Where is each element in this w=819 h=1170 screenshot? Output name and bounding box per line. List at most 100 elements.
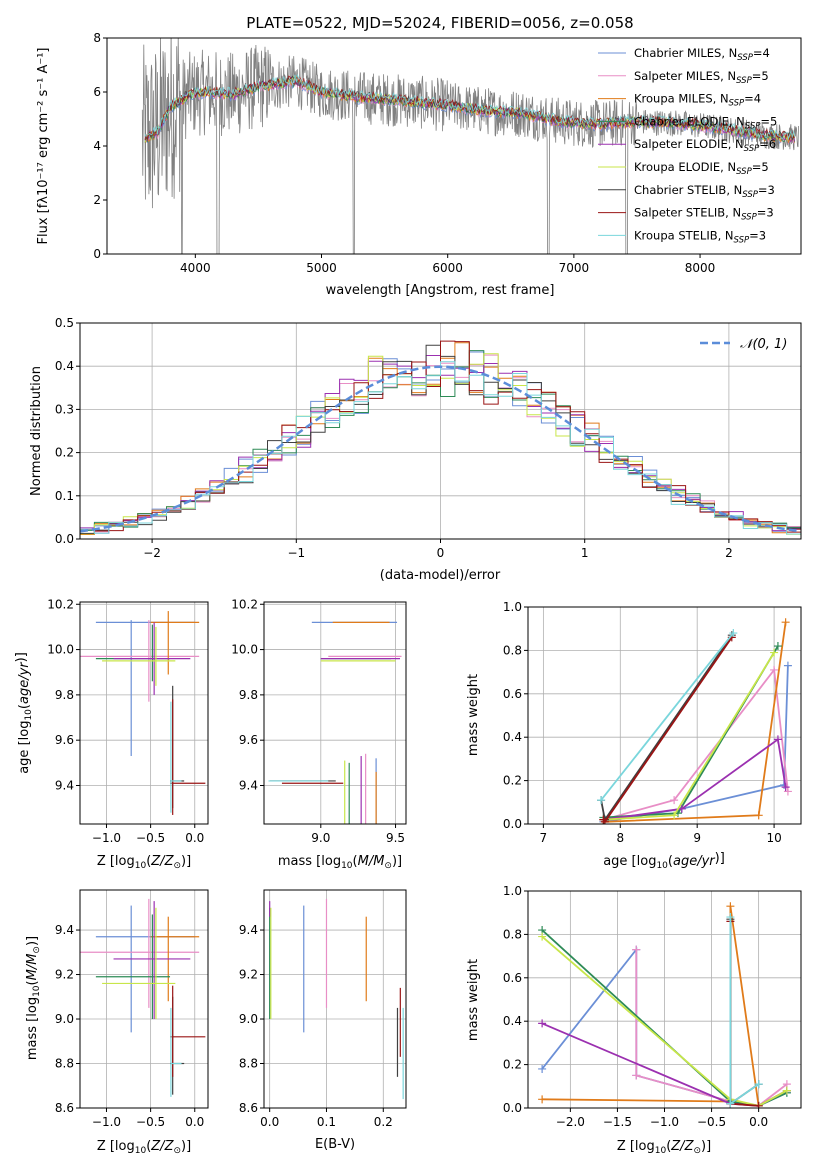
x-tick-label: 4000 xyxy=(180,261,211,275)
x-tick-label: −1.0 xyxy=(650,1115,679,1129)
series-marker xyxy=(782,1086,791,1095)
histogram-step xyxy=(80,361,801,535)
series-marker xyxy=(770,665,779,674)
y-axis-label-part: 10 xyxy=(24,709,34,721)
legend-label-sub: SSP xyxy=(736,167,752,177)
legend-label-tail: =5 xyxy=(760,114,777,128)
series-marker xyxy=(538,1019,547,1028)
x-axis-label-part: ⊙ xyxy=(173,1146,181,1156)
legend-label: Chabrier MILES, NSSP=4 xyxy=(634,46,770,63)
legend-label-tail: =4 xyxy=(753,46,770,60)
y-tick-label: 10.2 xyxy=(47,597,74,611)
y-tick-label: 9.2 xyxy=(239,968,258,982)
x-tick-label: 8000 xyxy=(685,261,716,275)
x-tick-label: −1.0 xyxy=(92,831,121,845)
x-tick-label: 8 xyxy=(616,831,624,845)
panel-age_vs_Z: −1.0 −0.5 0.09.49.69.810.010.2Z [log10(Z/Z… xyxy=(14,597,209,871)
y-tick-label: 9.8 xyxy=(239,688,258,702)
y-tick-label: 0.8 xyxy=(503,927,522,941)
x-axis-label-part: ( xyxy=(668,854,673,869)
legend-label: Chabrier ELODIE, NSSP=5 xyxy=(634,114,777,131)
x-tick-label: 9 xyxy=(693,831,701,845)
y-tick-label: 8.6 xyxy=(239,1101,258,1115)
y-tick-label: 9.4 xyxy=(239,923,258,937)
legend-label-main: Salpeter MILES, N xyxy=(634,69,736,83)
series-marker xyxy=(597,796,606,805)
series-line xyxy=(541,929,788,1107)
legend-label-tail: =4 xyxy=(744,92,761,106)
plot-area xyxy=(80,340,801,535)
legend-label-sub: SSP xyxy=(734,235,750,245)
y-tick-label: 0 xyxy=(93,247,101,261)
x-axis-label: E(B-V) xyxy=(315,1137,355,1152)
model-spectrum xyxy=(144,77,796,143)
series-marker xyxy=(729,629,738,638)
y-tick-label: 10.2 xyxy=(231,597,258,611)
legend-label-main: Kroupa ELODIE, N xyxy=(634,160,736,174)
axes-frame xyxy=(263,601,407,825)
x-axis-label-part: )] xyxy=(701,1139,711,1154)
series-marker xyxy=(538,1095,547,1104)
x-axis-label-part: M/M xyxy=(358,854,385,869)
y-tick-label: 9.4 xyxy=(55,778,74,792)
series-marker xyxy=(754,1080,763,1089)
y-tick-label: 0.2 xyxy=(55,446,74,460)
x-tick-label: 0.1 xyxy=(317,1115,336,1129)
legend-label-sub: SSP xyxy=(729,99,745,109)
y-tick-label: 8.8 xyxy=(239,1057,258,1071)
y-tick-label: 6 xyxy=(93,85,101,99)
model-spectrum xyxy=(144,73,796,140)
x-axis-label-part: age/yr xyxy=(673,854,716,869)
x-axis-label: mass [log10(M/M⊙)] xyxy=(278,854,402,871)
series-marker xyxy=(783,661,792,670)
series-marker xyxy=(726,902,735,911)
series-marker xyxy=(726,1099,735,1108)
y-tick-label: 0.6 xyxy=(503,971,522,985)
series-marker xyxy=(770,648,779,657)
x-axis-label-part: Z [log xyxy=(97,1139,135,1154)
legend-label-tail: =3 xyxy=(757,206,774,220)
x-tick-label: 0.0 xyxy=(185,1115,204,1129)
y-tick-label: 4 xyxy=(93,139,101,153)
x-axis-label: Z [log10(Z/Z⊙)] xyxy=(97,854,191,871)
x-axis-label: wavelength [Angstrom, rest frame] xyxy=(326,283,555,298)
y-tick-label: 9.4 xyxy=(239,778,258,792)
x-tick-label: 10 xyxy=(766,831,781,845)
panel-spectrum: 4000 5000 6000 7000 8000 0 2 4 6 8 Chabrier MILES,… xyxy=(36,31,802,298)
legend-label-sub: SSP xyxy=(736,76,752,86)
x-tick-label: 0.2 xyxy=(374,1115,393,1129)
axes-frame xyxy=(79,889,209,1109)
x-axis-label-part: ( xyxy=(146,854,151,869)
panel-mass_vs_ebv: 0.0 0.1 0.2 8.6 8.8 9.0 9.2 9.4 E(B-V) xyxy=(239,889,407,1152)
axes-frame xyxy=(79,601,209,825)
x-tick-label: 0 xyxy=(437,546,445,560)
legend-label-sub: SSP xyxy=(744,144,760,154)
legend-label: Salpeter MILES, NSSP=5 xyxy=(634,69,769,86)
x-tick-label: 0.0 xyxy=(185,831,204,845)
y-tick-label: 10.0 xyxy=(231,643,258,657)
legend-label-main: Kroupa MILES, N xyxy=(634,92,729,106)
series-line xyxy=(600,632,735,801)
legend-label: Kroupa STELIB, NSSP=3 xyxy=(634,228,766,245)
panel-weight_vs_Z: −2.0 −1.5 −1.0 −0.5 0.0 0.0 0.2 0.4 0.6 0.8 1.0 Z [… xyxy=(466,884,802,1156)
y-axis-label: mass weight xyxy=(466,959,481,1041)
series-line xyxy=(541,935,788,1107)
x-tick-label: 0.0 xyxy=(749,1115,768,1129)
x-tick-label: 5000 xyxy=(306,261,337,275)
y-axis-label-part: )] xyxy=(14,652,29,662)
x-tick-label: −1.5 xyxy=(603,1115,632,1129)
legend-label: Salpeter ELODIE, NSSP=6 xyxy=(634,137,776,154)
y-tick-label: 8.8 xyxy=(55,1057,74,1071)
y-tick-label: 9.6 xyxy=(239,733,258,747)
x-tick-label: 6000 xyxy=(432,261,463,275)
y-axis-label: mass weight xyxy=(466,674,481,756)
plot-area xyxy=(80,611,206,815)
x-tick-label: −1 xyxy=(287,546,305,560)
y-axis-label: mass [log10(M/M⊙)] xyxy=(25,936,42,1060)
x-axis-label-part: ⊙ xyxy=(173,861,181,871)
y-tick-label: 0.0 xyxy=(503,1101,522,1115)
legend-label-tail: =5 xyxy=(752,69,769,83)
axes-frame xyxy=(527,606,802,825)
y-axis-label: Normed distribution xyxy=(29,366,44,496)
